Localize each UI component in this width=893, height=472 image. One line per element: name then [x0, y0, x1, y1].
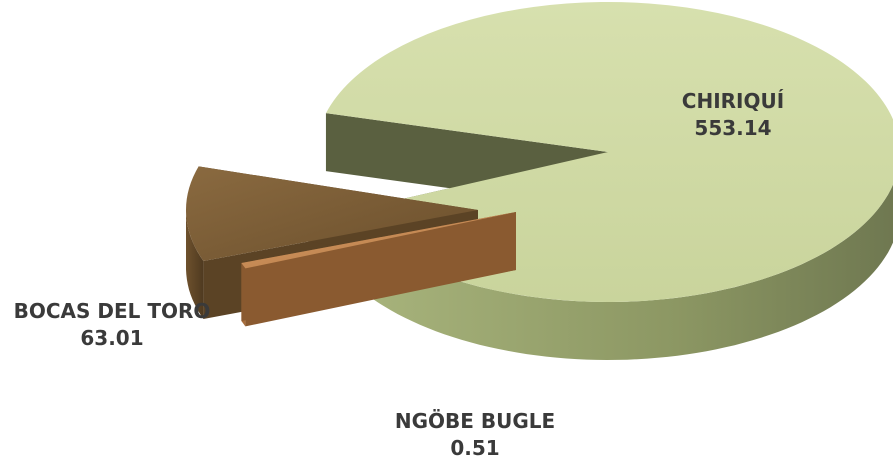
pie-slice-side-bocas-del-toro	[186, 211, 204, 319]
category-label-ngobe-bugle: NGÖBE BUGLE	[395, 409, 555, 433]
pie-slice-side-chiriqui	[341, 184, 893, 360]
pie-slice-top-ngobe-bugle	[241, 212, 516, 269]
slices-layer	[185, 2, 893, 360]
value-label-ngobe-bugle: 0.51	[450, 436, 499, 460]
value-label-chiriqui: 553.14	[694, 116, 771, 140]
pie-slice-ngobe-bugle	[241, 212, 516, 327]
labels-layer: CHIRIQUÍ 553.14 NGÖBE BUGLE 0.51 BOCAS DEL T…	[14, 89, 785, 460]
value-label-bocas-del-toro: 63.01	[80, 326, 143, 350]
pie-slice-top-bocas-del-toro	[185, 166, 478, 262]
pie-slice-chiriqui	[325, 2, 893, 360]
pie-slice-wall-ngobe-bugle	[241, 212, 516, 322]
category-label-chiriqui: CHIRIQUÍ	[682, 89, 784, 113]
category-label-bocas-del-toro: BOCAS DEL TORO	[14, 299, 211, 323]
